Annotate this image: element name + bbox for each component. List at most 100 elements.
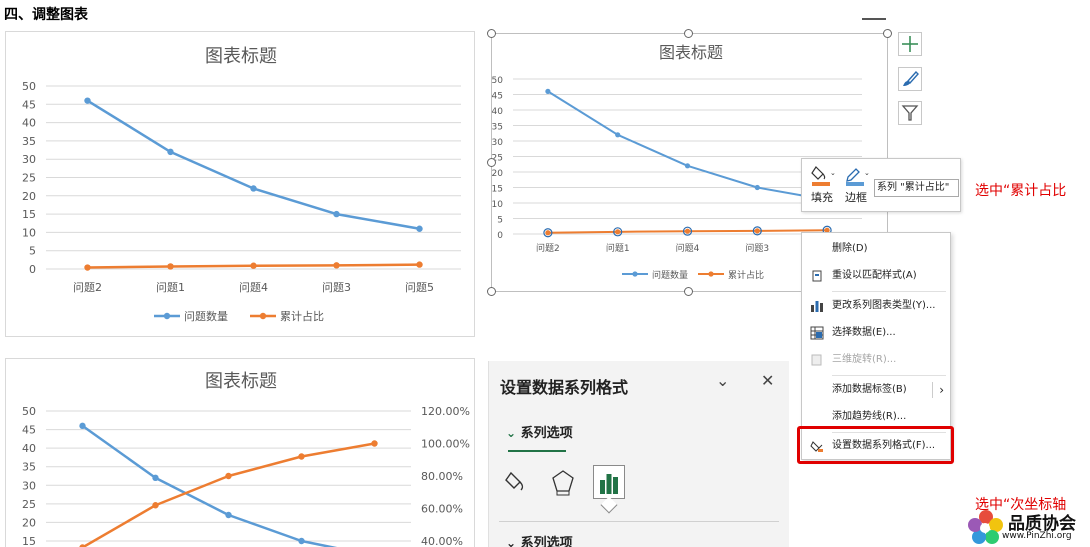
- x-tick-label: 问题1: [606, 242, 630, 254]
- menu-item-add-trendline[interactable]: 添加趋势线(R)...: [802, 405, 952, 429]
- context-menu: 删除(D) 重设以匹配样式(A) 更改系列图表类型(Y)... 选择数据(E).…: [801, 232, 951, 460]
- chart-1[interactable]: 图表标题 50 45 40 35 30 25 20 15 10 5 0 问题2 问题1 问题4 问题3 问题5 问…: [5, 31, 475, 337]
- resize-handle-bottom[interactable]: [684, 287, 693, 296]
- filter-icon: [901, 105, 919, 121]
- y-tick-label: 15: [22, 535, 36, 547]
- close-icon[interactable]: ✕: [761, 371, 775, 390]
- chevron-right-icon[interactable]: ›: [939, 383, 944, 397]
- border-button[interactable]: ⌄ 边框: [842, 163, 870, 205]
- y-tick-label: 35: [492, 123, 503, 133]
- chevron-down-icon: ⌄: [506, 536, 517, 547]
- legend-marker: [632, 271, 638, 277]
- selection-marker: [613, 227, 623, 237]
- data-point: [371, 440, 378, 447]
- y-tick-label: 10: [492, 200, 503, 210]
- chevron-down-icon[interactable]: ⌄: [716, 371, 730, 390]
- y-tick-label: 25: [22, 498, 36, 511]
- y-tick-label: 0: [29, 263, 36, 276]
- y-tick-label: 25: [22, 172, 36, 185]
- y-tick-label: 50: [22, 405, 36, 418]
- pane-title: 设置数据系列格式: [500, 378, 629, 397]
- series-options-tab[interactable]: [593, 465, 625, 499]
- menu-item-format-series[interactable]: 设置数据系列格式(F)...: [802, 434, 952, 458]
- tab-series-options-label: 系列选项: [520, 426, 573, 441]
- chart-3[interactable]: 图表标题 50 45 40 35 30 25 20 15 120.00% 100.00% 80.00%…: [5, 358, 475, 547]
- delete-icon: [810, 242, 824, 256]
- logo-text: 品质协会: [1008, 514, 1076, 534]
- chevron-down-icon: ⌄: [506, 426, 517, 440]
- menu-item-delete[interactable]: 删除(D): [802, 237, 952, 261]
- pentagon-icon: [552, 470, 574, 496]
- effects-tab[interactable]: [547, 465, 579, 499]
- y-tick-label: 40: [22, 442, 36, 455]
- chart-styles-button[interactable]: [898, 67, 922, 91]
- chart-elements-button[interactable]: [898, 32, 922, 56]
- y2-tick-label: 60.00%: [421, 503, 463, 516]
- legend-label: 问题数量: [652, 269, 688, 281]
- menu-separator: [832, 375, 946, 376]
- menu-item-add-data-labels[interactable]: 添加数据标签(B) ›: [802, 378, 952, 402]
- y-tick-label: 15: [22, 208, 36, 221]
- legend-label: 问题数量: [184, 310, 228, 323]
- submenu-divider: [932, 382, 933, 398]
- data-point: [225, 472, 232, 480]
- resize-handle-top-left[interactable]: [487, 29, 496, 38]
- y-tick-label: 35: [22, 461, 36, 474]
- x-tick-label: 问题5: [405, 281, 434, 294]
- border-label: 边框: [845, 191, 867, 204]
- y2-tick-label: 100.00%: [421, 438, 470, 451]
- fill-line-tab[interactable]: [501, 465, 533, 499]
- x-tick-label: 问题4: [239, 281, 268, 294]
- data-point: [84, 97, 91, 104]
- fill-button[interactable]: ⌄ 填充: [808, 163, 836, 205]
- resize-handle-bottom-left[interactable]: [487, 287, 496, 296]
- x-tick-label: 问题2: [536, 242, 560, 254]
- note-secondary-axis: 选中“次坐标轴: [975, 497, 1067, 513]
- plus-icon: [902, 36, 918, 52]
- chart-3-canvas: 图表标题 50 45 40 35 30 25 20 15 120.00% 100.00% 80.00%…: [22, 371, 470, 547]
- series-select[interactable]: 系列 "累计占比": [874, 179, 959, 197]
- selection-marker: [752, 226, 762, 236]
- x-tick-label: 问题4: [676, 242, 700, 254]
- frame-fragment: [862, 18, 886, 20]
- tab-underline: [508, 450, 566, 452]
- highlight-box: [797, 426, 954, 464]
- resize-handle-top-right[interactable]: [883, 29, 892, 38]
- series-line-1: [86, 99, 420, 230]
- data-point: [824, 227, 830, 233]
- section-series-options-label: 系列选项: [520, 536, 573, 547]
- legend-label: 累计占比: [280, 309, 324, 323]
- data-point: [84, 264, 91, 271]
- legend-marker: [259, 312, 267, 320]
- resize-handle-top[interactable]: [684, 29, 693, 38]
- select-data-icon: [810, 326, 824, 340]
- note-select-series: 选中“累计占比: [975, 183, 1067, 199]
- data-point: [167, 263, 174, 270]
- tab-series-options[interactable]: ⌄ 系列选项: [506, 422, 573, 441]
- y-tick-label: 20: [22, 516, 36, 529]
- bar-chart-icon: [600, 474, 618, 494]
- change-chart-type-icon: [810, 299, 824, 313]
- data-point: [333, 210, 340, 218]
- series-line-1: [81, 424, 338, 547]
- chart-title: 图表标题: [205, 46, 277, 67]
- resize-handle-left[interactable]: [487, 158, 496, 167]
- 3d-rotation-icon: [810, 353, 824, 367]
- menu-item-reset-style[interactable]: 重设以匹配样式(A): [802, 264, 952, 288]
- data-point: [615, 132, 621, 138]
- menu-item-label: 添加数据标签(B): [832, 384, 907, 395]
- menu-item-label: 更改系列图表类型(Y)...: [832, 300, 936, 311]
- y-tick-label: 45: [22, 424, 36, 437]
- menu-item-select-data[interactable]: 选择数据(E)...: [802, 321, 952, 345]
- legend-marker: [708, 271, 714, 277]
- menu-item-label: 选择数据(E)...: [832, 327, 896, 338]
- y2-tick-label: 80.00%: [421, 470, 463, 483]
- data-point: [684, 228, 691, 234]
- data-point: [79, 544, 86, 547]
- chart-filters-button[interactable]: [898, 101, 922, 125]
- section-series-options[interactable]: ⌄ 系列选项: [506, 532, 573, 547]
- mini-toolbar: ⌄ 填充 ⌄ 边框 系列 "累计占比": [801, 158, 961, 212]
- data-point: [298, 537, 305, 545]
- menu-item-change-chart-type[interactable]: 更改系列图表类型(Y)...: [802, 294, 952, 318]
- data-point: [545, 88, 551, 94]
